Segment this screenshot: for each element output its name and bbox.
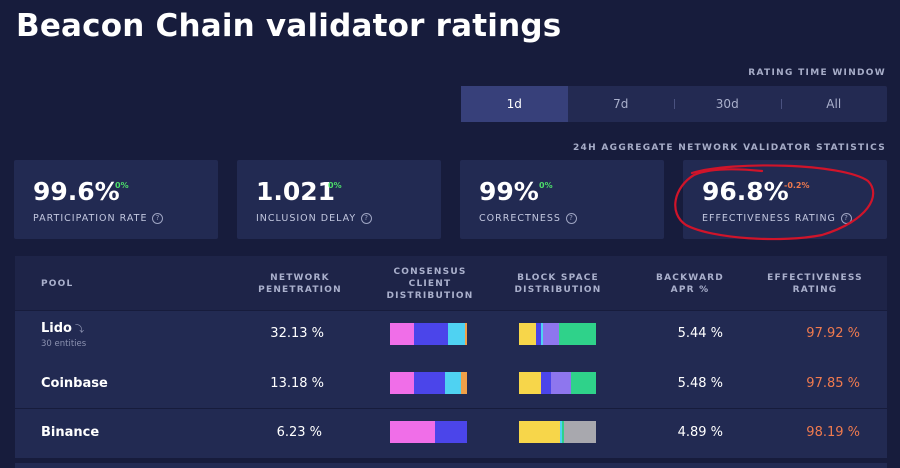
- rating-time-window-label: RATING TIME WINDOW: [748, 68, 886, 78]
- backward-apr-value: 5.44 %: [677, 326, 723, 341]
- tab-all[interactable]: All: [780, 86, 888, 122]
- block-space-distribution-bar: [519, 372, 596, 394]
- distribution-segment: [445, 372, 461, 394]
- validator-table: POOL NETWORK PENETRATION CONSENSUS CLIEN…: [15, 256, 887, 468]
- distribution-segment: [413, 372, 446, 394]
- distribution-segment: [390, 372, 414, 394]
- distribution-segment: [540, 323, 543, 345]
- stat-card-participation: 99.6% 0% PARTICIPATION RATE ?: [14, 160, 218, 239]
- stat-label-row: INCLUSION DELAY ?: [256, 213, 373, 224]
- header-effectiveness-rating: EFFECTIVENESS RATING: [767, 273, 863, 295]
- stat-delta: 0%: [539, 181, 553, 190]
- distribution-segment: [390, 323, 414, 345]
- stat-value: 96.8%: [702, 177, 789, 206]
- network-penetration-value: 32.13 %: [270, 326, 324, 341]
- distribution-segment: [571, 372, 596, 394]
- distribution-segment: [413, 323, 448, 345]
- distribution-segment: [464, 323, 467, 345]
- backward-apr-value: 5.48 %: [677, 376, 723, 391]
- consensus-distribution-bar: [390, 372, 467, 394]
- distribution-segment: [563, 421, 596, 443]
- pool-name[interactable]: Coinbase: [41, 376, 108, 391]
- network-penetration-value: 13.18 %: [270, 376, 324, 391]
- block-space-distribution-bar: [519, 323, 596, 345]
- stat-card-inclusion-delay: 1.021 0% INCLUSION DELAY ?: [237, 160, 441, 239]
- distribution-segment: [519, 421, 560, 443]
- header-block-space-distribution: BLOCK SPACE DISTRIBUTION: [514, 273, 602, 295]
- distribution-segment: [559, 323, 596, 345]
- stat-label: PARTICIPATION RATE: [33, 213, 148, 224]
- stat-delta: 0%: [328, 181, 342, 190]
- tab-7d[interactable]: 7d: [613, 97, 629, 111]
- pool-name[interactable]: Lido ⤵: [41, 321, 84, 336]
- time-window-selector[interactable]: 1d 7d 30d All: [461, 86, 887, 122]
- header-consensus-distribution: CONSENSUS CLIENT DISTRIBUTION: [386, 267, 474, 301]
- tab-30d[interactable]: 30d: [674, 86, 781, 122]
- effectiveness-rating-value: 97.85 %: [806, 376, 860, 391]
- stat-value: 1.021: [256, 177, 336, 206]
- stat-label: INCLUSION DELAY: [256, 213, 357, 224]
- distribution-segment: [559, 421, 563, 443]
- stat-card-effectiveness: 96.8% -0.2% EFFECTIVENESS RATING ?: [683, 160, 887, 239]
- distribution-segment: [390, 421, 435, 443]
- stat-label: EFFECTIVENESS RATING: [702, 213, 836, 224]
- stat-label: CORRECTNESS: [479, 213, 561, 224]
- stat-label-row: PARTICIPATION RATE ?: [33, 213, 164, 224]
- effectiveness-rating-value: 97.92 %: [806, 326, 860, 341]
- pool-name[interactable]: Binance: [41, 425, 100, 440]
- table-row[interactable]: Lido ⤵ 30 entities 32.13 % 5.44 % 97.92 %: [15, 311, 887, 360]
- pool-entity-count: 30 entities: [41, 339, 87, 349]
- distribution-segment: [519, 323, 536, 345]
- info-icon[interactable]: ?: [152, 213, 164, 224]
- aggregate-stats-label: 24H AGGREGATE NETWORK VALIDATOR STATISTI…: [572, 143, 886, 153]
- distribution-segment: [434, 421, 467, 443]
- stat-value: 99%: [479, 177, 539, 206]
- stat-value: 99.6%: [33, 177, 120, 206]
- chain-link-icon: ⤵: [74, 325, 84, 335]
- block-space-distribution-bar: [519, 421, 596, 443]
- table-header: POOL NETWORK PENETRATION CONSENSUS CLIEN…: [15, 256, 887, 310]
- distribution-segment: [542, 323, 559, 345]
- page-title: Beacon Chain validator ratings: [16, 8, 562, 44]
- table-row[interactable]: Coinbase 13.18 % 5.48 % 97.85 %: [15, 360, 887, 408]
- table-row[interactable]: Binance 6.23 % 4.89 % 98.19 %: [15, 409, 887, 458]
- info-icon[interactable]: ?: [840, 213, 852, 224]
- header-backward-apr: BACKWARD APR %: [656, 273, 724, 295]
- stat-delta: 0%: [115, 181, 129, 190]
- consensus-distribution-bar: [390, 323, 467, 345]
- backward-apr-value: 4.89 %: [677, 425, 723, 440]
- distribution-segment: [447, 323, 465, 345]
- distribution-segment: [541, 372, 551, 394]
- stat-label-row: EFFECTIVENESS RATING ?: [702, 213, 852, 224]
- stat-card-correctness: 99% 0% CORRECTNESS ?: [460, 160, 664, 239]
- header-network-penetration: NETWORK PENETRATION: [258, 273, 342, 295]
- tab-1d[interactable]: 1d: [461, 86, 568, 122]
- info-icon[interactable]: ?: [565, 213, 577, 224]
- distribution-segment: [460, 372, 467, 394]
- network-penetration-value: 6.23 %: [276, 425, 322, 440]
- table-row-partial: [15, 463, 887, 468]
- stat-label-row: CORRECTNESS ?: [479, 213, 577, 224]
- header-pool: POOL: [41, 279, 74, 289]
- distribution-segment: [535, 323, 541, 345]
- consensus-distribution-bar: [390, 421, 467, 443]
- stat-delta: -0.2%: [784, 181, 810, 190]
- distribution-segment: [562, 421, 564, 443]
- distribution-segment: [519, 372, 542, 394]
- distribution-segment: [550, 372, 572, 394]
- info-icon[interactable]: ?: [361, 213, 373, 224]
- effectiveness-rating-value: 98.19 %: [806, 425, 860, 440]
